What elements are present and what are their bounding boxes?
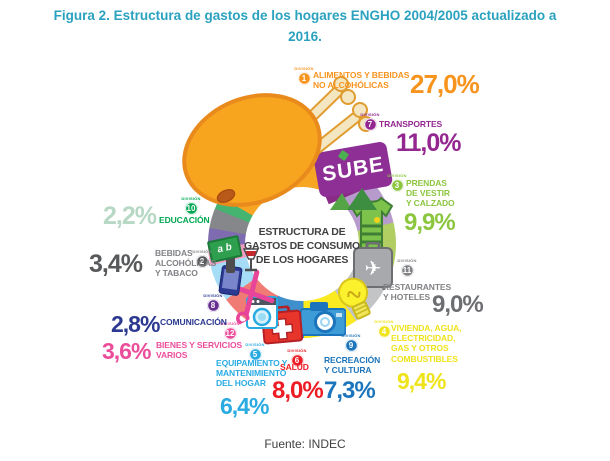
segment-percent-equipamiento: 6,4%	[220, 393, 269, 419]
figure-title-line2: 2016.	[288, 28, 322, 44]
segment-label-restaurantes: RESTAURANTES Y HOTELES	[383, 282, 452, 303]
segment-label-salud: SALUD	[280, 362, 309, 372]
division-word: DIVISIÓN	[294, 66, 314, 71]
camera-icon	[300, 302, 346, 336]
division-word: DIVISIÓN	[220, 321, 240, 326]
division-badge-restaurantes: DIVISIÓN 11	[394, 258, 420, 277]
donut-center-label: ESTRUCTURA DE GASTOS DE CONSUMO DE LOS H…	[244, 226, 361, 266]
roast-chicken-icon	[182, 76, 374, 207]
division-badge-transportes: DIVISIÓN 7	[357, 112, 383, 131]
division-word: DIVISIÓN	[360, 112, 380, 117]
division-word: DIVISIÓN	[181, 196, 201, 201]
segment-label-vivienda: VIVIENDA, AGUA, ELECTRICIDAD, GAS Y OTRO…	[391, 323, 462, 364]
chalkboard-letters: a b	[216, 241, 233, 256]
division-badge-vivienda: DIVISIÓN 4	[371, 319, 397, 338]
division-number: 7	[363, 118, 377, 131]
division-badge-prendas: DIVISIÓN 3	[384, 173, 410, 192]
division-badge-comunicacion: DIVISIÓN 8	[200, 293, 226, 312]
division-badge-salud: DIVISIÓN 6	[284, 348, 310, 367]
division-badge-recreacion: DIVISIÓN 9	[338, 333, 364, 352]
segment-percent-alimentos: 27,0%	[410, 69, 480, 99]
segment-percent-bebidas: 3,4%	[89, 250, 143, 278]
division-number: 10	[184, 202, 198, 215]
segment-percent-vivienda: 9,4%	[397, 368, 446, 394]
source-caption: Fuente: INDEC	[264, 437, 346, 451]
division-number: 8	[206, 299, 220, 312]
division-number: 12	[223, 327, 237, 340]
division-word: DIVISIÓN	[245, 342, 265, 347]
division-badge-equipamiento: DIVISIÓN 5	[242, 342, 268, 361]
airplane-icon: ✈	[365, 258, 382, 280]
segment-percent-transportes: 11,0%	[396, 129, 462, 157]
segment-label-alimentos: ALIMENTOS Y BEBIDAS NO ALCOHÓLICAS	[313, 70, 410, 91]
division-word: DIVISIÓN	[203, 293, 223, 298]
division-number: 2	[195, 255, 209, 268]
segment-percent-restaurantes: 9,0%	[432, 291, 484, 318]
segment-label-comunicacion: COMUNICACIÓN	[160, 317, 227, 327]
division-badge-educacion: DIVISIÓN 10	[178, 196, 204, 215]
division-number: 1	[297, 72, 311, 85]
division-word: DIVISIÓN	[287, 348, 307, 353]
segment-label-prendas: PRENDAS DE VESTIR Y CALZADO	[406, 178, 455, 209]
segment-label-equipamiento: EQUIPAMIENTO Y MANTENIMIENTO DEL HOGAR	[216, 358, 288, 389]
division-word: DIVISIÓN	[192, 249, 212, 254]
mountain-zigzag-icon	[330, 188, 377, 210]
segment-percent-bienes: 3,6%	[102, 338, 151, 364]
lightbulb-icon	[338, 277, 371, 320]
division-word: DIVISIÓN	[387, 173, 407, 178]
segment-percent-prendas: 9,9%	[404, 209, 456, 236]
division-word: DIVISIÓN	[341, 333, 361, 338]
division-number: 6	[290, 354, 304, 367]
segment-percent-salud: 8,0%	[272, 377, 324, 404]
smartphone-icon	[218, 265, 243, 296]
division-number: 4	[377, 325, 391, 338]
division-badge-alimentos: DIVISIÓN 1	[291, 66, 317, 85]
segment-label-educacion: EDUCACIÓN	[159, 215, 210, 225]
segment-percent-comunicacion: 2,8%	[111, 311, 160, 337]
division-badge-bienes: DIVISIÓN 12	[217, 321, 243, 340]
segment-label-transportes: TRANSPORTES	[379, 119, 443, 129]
segment-label-bebidas: BEBIDAS ALCOHÓLICAS Y TABACO	[155, 248, 217, 279]
segment-percent-educacion: 2,2%	[103, 202, 157, 230]
division-number: 11	[400, 264, 414, 277]
division-badge-bebidas: DIVISIÓN 2	[189, 249, 215, 268]
division-number: 5	[248, 348, 262, 361]
segment-label-bienes: BIENES Y SERVICIOS VARIOS	[156, 340, 243, 361]
division-number: 3	[390, 179, 404, 192]
segment-label-recreacion: RECREACIÓN Y CULTURA	[324, 355, 381, 376]
division-word: DIVISIÓN	[397, 258, 417, 263]
segment-percent-recreacion: 7,3%	[324, 377, 376, 404]
figure-title: Figura 2. Estructura de gastos de los ho…	[0, 6, 610, 48]
division-word: DIVISIÓN	[374, 319, 394, 324]
division-number: 9	[344, 339, 358, 352]
figure-title-line1: Figura 2. Estructura de gastos de los ho…	[53, 8, 557, 23]
